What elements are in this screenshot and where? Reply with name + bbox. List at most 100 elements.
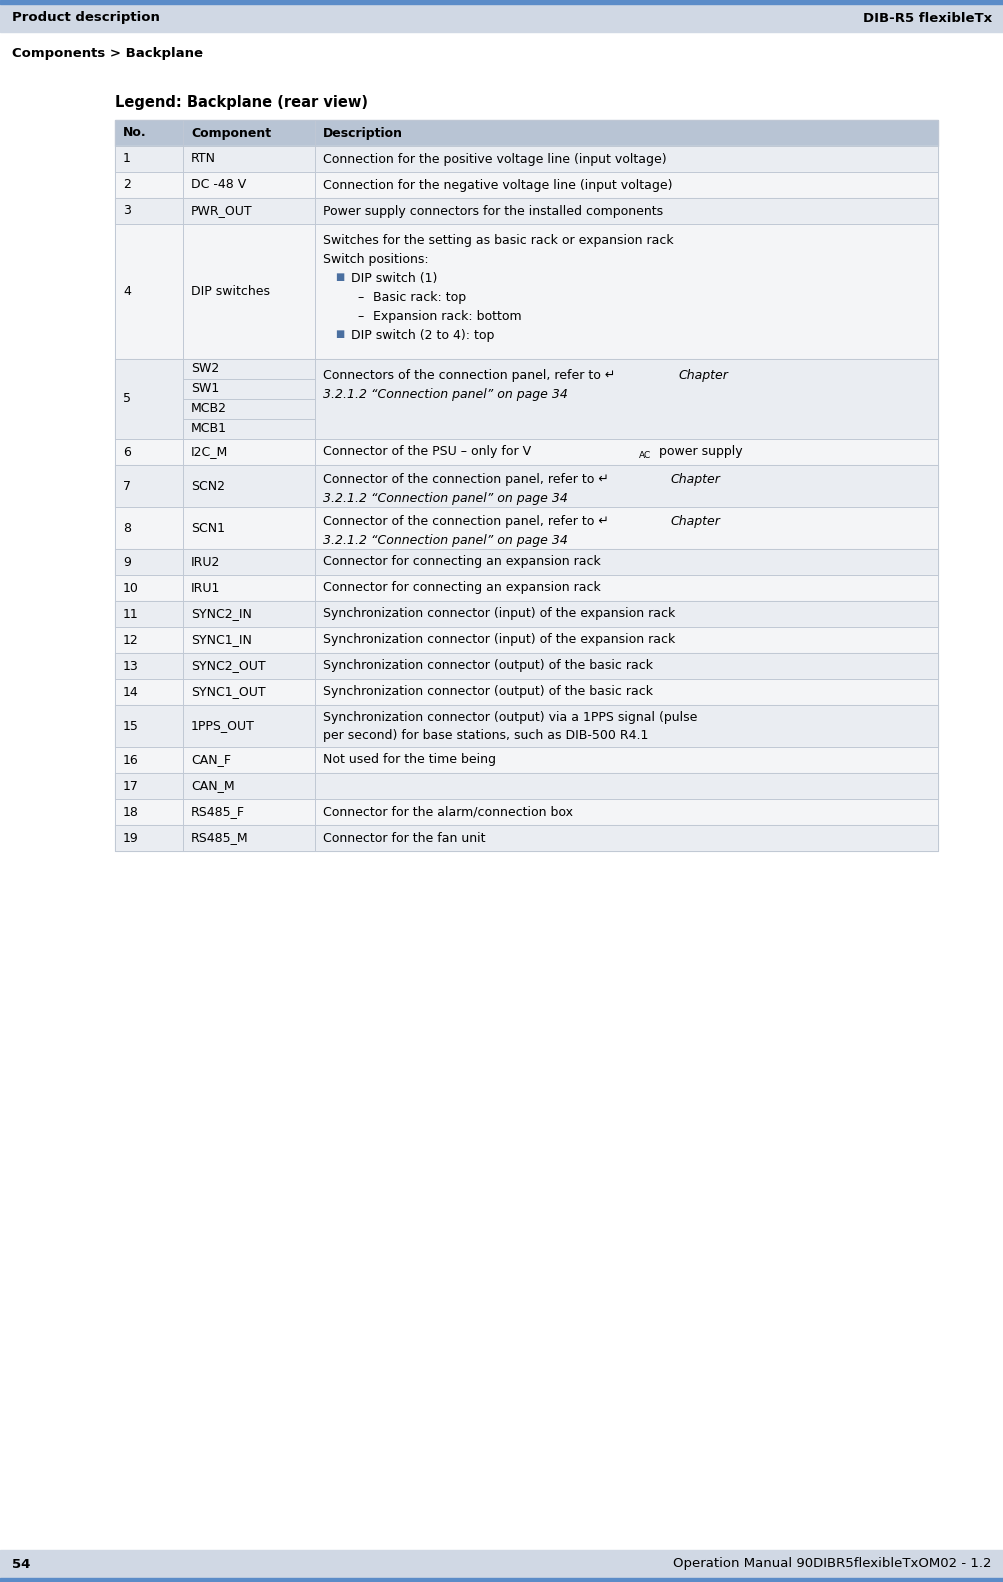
Text: 2: 2	[123, 179, 130, 191]
Text: 13: 13	[123, 660, 138, 672]
Text: 54: 54	[12, 1558, 30, 1571]
Text: Connection for the positive voltage line (input voltage): Connection for the positive voltage line…	[323, 152, 666, 166]
Text: 1PPS_OUT: 1PPS_OUT	[191, 720, 255, 732]
Text: SCN2: SCN2	[191, 479, 225, 492]
Bar	[115, 824, 937, 851]
Text: 16: 16	[123, 753, 138, 767]
Text: RS485_M: RS485_M	[191, 832, 249, 845]
Text: 8: 8	[123, 522, 130, 535]
Bar	[115, 679, 937, 706]
Text: Not used for the time being: Not used for the time being	[323, 753, 495, 767]
Bar	[115, 747, 937, 774]
Bar	[115, 653, 937, 679]
Text: 10: 10	[123, 582, 138, 595]
Text: Expansion rack: bottom: Expansion rack: bottom	[373, 310, 522, 323]
Text: Synchronization connector (input) of the expansion rack: Synchronization connector (input) of the…	[323, 607, 675, 620]
Text: 18: 18	[123, 805, 138, 818]
Text: SYNC2_IN: SYNC2_IN	[191, 607, 252, 620]
Bar	[115, 438, 937, 465]
Text: Chapter: Chapter	[669, 473, 719, 486]
Text: MCB2: MCB2	[191, 402, 227, 416]
Text: 6: 6	[123, 446, 130, 459]
Text: RS485_F: RS485_F	[191, 805, 245, 818]
Bar	[0, 0, 1003, 5]
Text: DC -48 V: DC -48 V	[191, 179, 246, 191]
Bar	[115, 574, 937, 601]
Text: 11: 11	[123, 607, 138, 620]
Text: Legend: Backplane (rear view): Legend: Backplane (rear view)	[115, 95, 368, 109]
Text: SYNC1_IN: SYNC1_IN	[191, 633, 252, 647]
Text: Product description: Product description	[12, 11, 159, 24]
Bar	[115, 799, 937, 824]
Text: Connector for connecting an expansion rack: Connector for connecting an expansion ra…	[323, 582, 600, 595]
Text: Power supply connectors for the installed components: Power supply connectors for the installe…	[323, 204, 662, 217]
Text: SW1: SW1	[191, 383, 219, 396]
Text: 1: 1	[123, 152, 130, 166]
Text: Switch positions:: Switch positions:	[323, 253, 428, 266]
Text: Connector of the connection panel, refer to ↵: Connector of the connection panel, refer…	[323, 473, 612, 486]
Text: 12: 12	[123, 633, 138, 647]
Text: Components > Backplane: Components > Backplane	[12, 47, 203, 60]
Text: ■: ■	[335, 329, 344, 339]
Text: Chapter: Chapter	[677, 369, 727, 381]
Text: No.: No.	[123, 127, 146, 139]
Text: SW2: SW2	[191, 362, 219, 375]
Text: DIB-R5 flexibleTx: DIB-R5 flexibleTx	[862, 11, 991, 24]
Bar	[115, 146, 937, 172]
Text: Component: Component	[191, 127, 271, 139]
Text: 17: 17	[123, 780, 138, 793]
Bar	[0, 1550, 1003, 1577]
Text: 4: 4	[123, 285, 130, 297]
Text: IRU2: IRU2	[191, 555, 220, 568]
Text: 5: 5	[123, 392, 130, 405]
Text: Synchronization connector (output) via a 1PPS signal (pulse: Synchronization connector (output) via a…	[323, 710, 697, 723]
Bar	[115, 506, 937, 549]
Text: 9: 9	[123, 555, 130, 568]
Text: DIP switches: DIP switches	[191, 285, 270, 297]
Text: RTN: RTN	[191, 152, 216, 166]
Text: Chapter: Chapter	[669, 516, 719, 528]
Text: 3.2.1.2 “Connection panel” on page 34: 3.2.1.2 “Connection panel” on page 34	[323, 492, 568, 505]
Text: Description: Description	[323, 127, 402, 139]
Text: MCB1: MCB1	[191, 422, 227, 435]
Text: Connector of the PSU – only for V: Connector of the PSU – only for V	[323, 446, 531, 459]
Text: Synchronization connector (output) of the basic rack: Synchronization connector (output) of th…	[323, 685, 652, 699]
Bar	[115, 601, 937, 626]
Text: –: –	[357, 291, 363, 304]
Text: Connector for the alarm/connection box: Connector for the alarm/connection box	[323, 805, 573, 818]
Text: 15: 15	[123, 720, 138, 732]
Bar	[115, 774, 937, 799]
Text: IRU1: IRU1	[191, 582, 220, 595]
Bar	[115, 465, 937, 506]
Text: Synchronization connector (output) of the basic rack: Synchronization connector (output) of th…	[323, 660, 652, 672]
Text: 14: 14	[123, 685, 138, 699]
Text: Operation Manual 90DIBR5flexibleTxOM02 - 1.2: Operation Manual 90DIBR5flexibleTxOM02 -…	[673, 1558, 991, 1571]
Bar	[115, 626, 937, 653]
Bar	[115, 549, 937, 574]
Text: 7: 7	[123, 479, 130, 492]
Text: SYNC2_OUT: SYNC2_OUT	[191, 660, 266, 672]
Text: AC: AC	[638, 451, 651, 459]
Text: Connector of the connection panel, refer to ↵: Connector of the connection panel, refer…	[323, 516, 612, 528]
Text: SCN1: SCN1	[191, 522, 225, 535]
Text: Synchronization connector (input) of the expansion rack: Synchronization connector (input) of the…	[323, 633, 675, 647]
Text: SYNC1_OUT: SYNC1_OUT	[191, 685, 266, 699]
Bar	[0, 5, 1003, 32]
Bar	[115, 172, 937, 198]
Bar	[115, 706, 937, 747]
Text: 3: 3	[123, 204, 130, 217]
Bar	[115, 120, 937, 146]
Text: power supply: power supply	[654, 446, 742, 459]
Text: Connectors of the connection panel, refer to ↵: Connectors of the connection panel, refe…	[323, 369, 619, 381]
Text: –: –	[357, 310, 363, 323]
Text: I2C_M: I2C_M	[191, 446, 228, 459]
Text: Connector for connecting an expansion rack: Connector for connecting an expansion ra…	[323, 555, 600, 568]
Text: 3.2.1.2 “Connection panel” on page 34: 3.2.1.2 “Connection panel” on page 34	[323, 388, 568, 400]
Text: PWR_OUT: PWR_OUT	[191, 204, 253, 217]
Bar	[0, 1577, 1003, 1582]
Text: Connection for the negative voltage line (input voltage): Connection for the negative voltage line…	[323, 179, 672, 191]
Bar	[115, 359, 937, 438]
Text: Switches for the setting as basic rack or expansion rack: Switches for the setting as basic rack o…	[323, 234, 673, 247]
Text: Basic rack: top: Basic rack: top	[373, 291, 465, 304]
Text: CAN_M: CAN_M	[191, 780, 235, 793]
